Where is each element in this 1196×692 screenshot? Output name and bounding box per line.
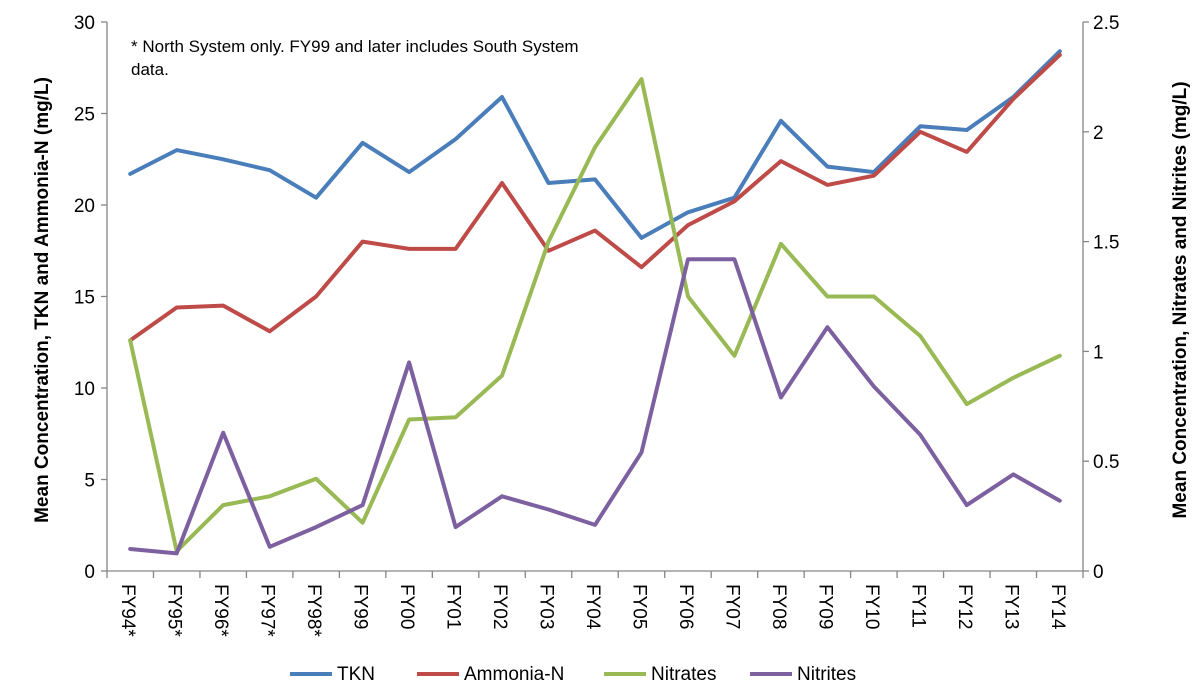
x-tick-label: FY98* xyxy=(303,584,324,637)
x-tick-label: FY06 xyxy=(675,584,696,629)
legend-label: Ammonia-N xyxy=(464,664,564,685)
x-tick-label: FY07 xyxy=(721,584,742,629)
x-tick-label: FY08 xyxy=(768,584,789,629)
x-tick-label: FY03 xyxy=(536,584,557,629)
legend-label: Nitrites xyxy=(797,664,856,685)
x-tick-label: FY96* xyxy=(210,584,231,637)
legend-label: Nitrates xyxy=(651,664,716,685)
y-tick-label: 5 xyxy=(84,471,95,492)
y-tick-label: 15 xyxy=(74,288,95,309)
y-tick-label: 20 xyxy=(74,196,95,217)
y-tick-label: 25 xyxy=(74,105,95,126)
x-tick-label: FY01 xyxy=(443,584,464,629)
annotation-line: data. xyxy=(131,60,169,79)
x-tick-label: FY94* xyxy=(117,584,138,637)
x-tick-label: FY00 xyxy=(396,584,417,629)
axes xyxy=(106,22,1084,572)
x-tick-label: FY09 xyxy=(814,584,835,629)
y2-tick-label: 1 xyxy=(1093,342,1104,363)
x-tick-label: FY12 xyxy=(954,584,975,629)
legend-label: TKN xyxy=(337,664,375,685)
series-line-nitrites xyxy=(128,257,1062,556)
y2-tick-label: 0.5 xyxy=(1093,452,1119,473)
series-line-ammonia-n xyxy=(128,52,1062,343)
ticks: 0 5 10 15 20 25 30 0 0.5 1 1.5 2 2.5 FY94* FY95* FY96* F… xyxy=(74,13,1120,637)
y2-tick-label: 0 xyxy=(1093,562,1104,583)
x-tick-label: FY02 xyxy=(489,584,510,629)
series-line-tkn xyxy=(128,49,1062,240)
y2-tick-label: 1.5 xyxy=(1093,233,1119,254)
x-tick-label: FY95* xyxy=(164,584,185,637)
y-tick-label: 10 xyxy=(74,379,95,400)
series-lines xyxy=(128,49,1062,556)
chart-annotation: * North System only. FY99 and later incl… xyxy=(131,37,579,79)
x-tick-label: FY99 xyxy=(350,584,371,629)
y-axis-title: Mean Concentration, TKN and Ammonia-N (m… xyxy=(32,77,53,523)
x-tick-label: FY05 xyxy=(628,584,649,629)
legend: TKN Ammonia-N Nitrates Nitrites xyxy=(290,664,856,685)
y2-axis-title: Mean Concentration, Nitrates and Nitrite… xyxy=(1170,81,1191,518)
y2-tick-label: 2 xyxy=(1093,123,1104,144)
x-tick-label: FY97* xyxy=(257,584,278,637)
y-tick-label: 0 xyxy=(84,562,95,583)
x-tick-label: FY10 xyxy=(861,584,882,629)
x-tick-label: FY04 xyxy=(582,584,603,630)
y2-tick-label: 2.5 xyxy=(1093,13,1119,34)
y-tick-label: 30 xyxy=(74,13,95,34)
series-line-nitrates xyxy=(128,77,1062,554)
x-tick-label: FY14 xyxy=(1047,584,1068,630)
annotation-line: * North System only. FY99 and later incl… xyxy=(131,37,579,56)
x-tick-label: FY11 xyxy=(907,584,928,628)
x-tick-label: FY13 xyxy=(1000,584,1021,629)
